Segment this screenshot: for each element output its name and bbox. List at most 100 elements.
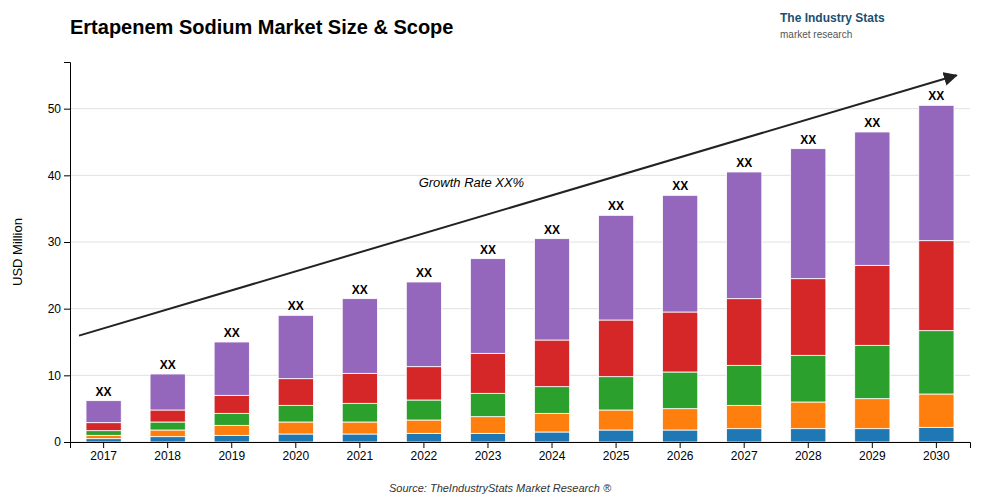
- bar-segment: [855, 429, 890, 442]
- x-tick-mark: [872, 442, 873, 448]
- bar-segment: [342, 373, 377, 403]
- bar-segment: [919, 394, 954, 427]
- y-axis-title: USD Million: [10, 218, 25, 286]
- grid-line: [70, 308, 970, 309]
- bar-segment: [534, 387, 569, 414]
- bar-label: XX: [288, 299, 304, 313]
- y-tick-mark: [64, 442, 70, 443]
- x-tick-label: 2030: [923, 449, 950, 463]
- bar-segment: [470, 417, 505, 434]
- bar-label: XX: [160, 358, 176, 372]
- bar-segment: [791, 429, 826, 442]
- bar-label: XX: [736, 156, 752, 170]
- x-tick-label: 2017: [90, 449, 117, 463]
- x-tick-mark: [167, 442, 168, 448]
- bar-segment: [278, 405, 313, 422]
- bar-segment: [278, 422, 313, 434]
- x-axis-line: [71, 443, 971, 449]
- bar-segment: [791, 402, 826, 429]
- bar-segment: [86, 439, 121, 442]
- x-tick-mark: [103, 442, 104, 448]
- bar-segment: [406, 282, 441, 367]
- bar-segment: [470, 353, 505, 393]
- x-tick-mark: [552, 442, 553, 448]
- bar-segment: [406, 400, 441, 420]
- y-tick-mark: [64, 242, 70, 243]
- source: Source: TheIndustryStats Market Research…: [389, 482, 612, 494]
- bar-segment: [598, 430, 633, 442]
- y-tick-label: 20: [48, 302, 62, 316]
- bar-segment: [150, 422, 185, 430]
- bar-segment: [406, 433, 441, 442]
- y-tick-label: 10: [48, 369, 62, 383]
- bar-segment: [534, 239, 569, 340]
- title: Ertapenem Sodium Market Size & Scope: [70, 16, 453, 38]
- bar-segment: [727, 172, 762, 299]
- x-tick-mark: [680, 442, 681, 448]
- bar-segment: [855, 132, 890, 265]
- x-tick: 2024: [539, 442, 566, 463]
- bar-segment: [534, 413, 569, 432]
- x-tick: 2022: [411, 442, 438, 463]
- y-tick-mark: [64, 109, 70, 110]
- bar-segment: [342, 299, 377, 374]
- y-tick-label: 0: [54, 435, 61, 449]
- logo-tagline: market research: [780, 29, 852, 40]
- bar-segment: [342, 434, 377, 442]
- bar-segment: [598, 410, 633, 430]
- bar-segment: [663, 409, 698, 430]
- bar-segment: [342, 422, 377, 434]
- bar-segment: [855, 345, 890, 398]
- bar-segment: [663, 430, 698, 442]
- bar-segment: [727, 365, 762, 405]
- bar-segment: [150, 437, 185, 442]
- bar-segment: [86, 435, 121, 438]
- bar-segment: [855, 399, 890, 429]
- y-tick: 40: [48, 169, 70, 183]
- bar-segment: [598, 377, 633, 410]
- x-tick-mark: [936, 442, 937, 448]
- y-tick-mark: [64, 309, 70, 310]
- bar-segment: [278, 379, 313, 406]
- grid-line: [70, 375, 970, 376]
- x-tick-mark: [231, 442, 232, 448]
- bar-segment: [919, 105, 954, 240]
- x-tick: 2019: [218, 442, 245, 463]
- x-tick-label: 2026: [667, 449, 694, 463]
- bar-segment: [214, 342, 249, 395]
- grid-line: [70, 242, 970, 243]
- x-tick-label: 2022: [411, 449, 438, 463]
- bar-label: XX: [352, 283, 368, 297]
- bar-segment: [727, 299, 762, 366]
- x-tick-label: 2021: [347, 449, 374, 463]
- y-tick: 30: [48, 235, 70, 249]
- bar-segment: [727, 429, 762, 442]
- x-tick-mark: [616, 442, 617, 448]
- x-tick: 2027: [731, 442, 758, 463]
- bar-segment: [406, 367, 441, 400]
- x-tick-label: 2028: [795, 449, 822, 463]
- x-tick-mark: [359, 442, 360, 448]
- x-tick: 2023: [475, 442, 502, 463]
- bar-segment: [278, 434, 313, 442]
- bar-segment: [663, 312, 698, 372]
- x-tick-mark: [295, 442, 296, 448]
- x-tick-mark: [423, 442, 424, 448]
- x-tick: 2017: [90, 442, 117, 463]
- bar-segment: [150, 430, 185, 437]
- x-tick: 2028: [795, 442, 822, 463]
- grid: [70, 109, 970, 442]
- bar-segment: [919, 427, 954, 442]
- x-tick-label: 2019: [218, 449, 245, 463]
- plot: 2017201820192020202120222023202420252026…: [48, 63, 971, 463]
- x-tick-mark: [487, 442, 488, 448]
- bar-label: XX: [672, 179, 688, 193]
- bar-segment: [791, 279, 826, 356]
- x-tick: 2021: [347, 442, 374, 463]
- bar-segment: [919, 241, 954, 331]
- bar-label: XX: [800, 133, 816, 147]
- bar-segment: [791, 149, 826, 279]
- y-tick-label: 40: [48, 169, 62, 183]
- bar-segment: [214, 435, 249, 442]
- bar-label: XX: [544, 223, 560, 237]
